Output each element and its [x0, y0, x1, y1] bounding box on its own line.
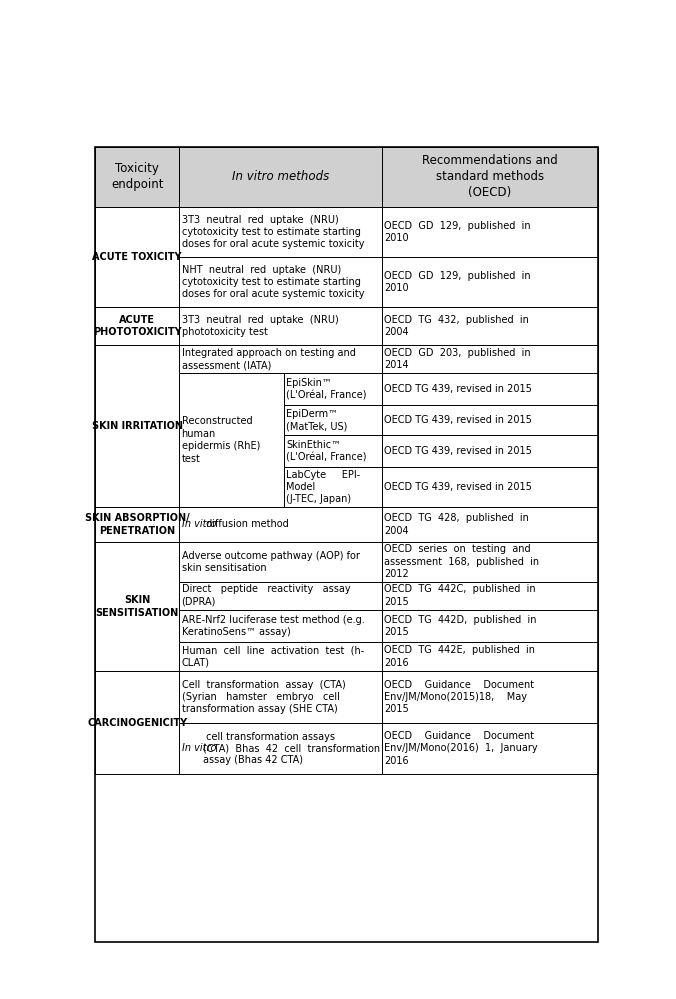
Bar: [179, 147, 382, 207]
Text: Human  cell  line  activation  test  (h-
CLAT): Human cell line activation test (h- CLAT…: [182, 645, 364, 667]
Text: In vitro methods: In vitro methods: [232, 171, 329, 184]
Bar: [95, 207, 179, 307]
Text: SKIN ABSORPTION/
PENETRATION: SKIN ABSORPTION/ PENETRATION: [85, 513, 189, 535]
Text: OECD TG 439, revised in 2015: OECD TG 439, revised in 2015: [384, 446, 532, 456]
Bar: [382, 542, 598, 581]
Bar: [382, 345, 598, 373]
Text: SkinEthic™
(L'Oréal, France): SkinEthic™ (L'Oréal, France): [286, 440, 366, 463]
Text: diffusion method: diffusion method: [203, 519, 289, 529]
Text: ACUTE TOXICITY: ACUTE TOXICITY: [93, 252, 182, 262]
Text: OECD  GD  203,  published  in
2014: OECD GD 203, published in 2014: [384, 348, 531, 371]
Text: 3T3  neutral  red  uptake  (NRU)
cytotoxicity test to estimate starting
doses fo: 3T3 neutral red uptake (NRU) cytotoxicit…: [182, 215, 364, 250]
Bar: [179, 345, 382, 373]
Bar: [284, 373, 382, 406]
Bar: [382, 722, 598, 774]
Text: OECD  TG  432,  published  in
2004: OECD TG 432, published in 2004: [384, 315, 529, 338]
Text: OECD  GD  129,  published  in
2010: OECD GD 129, published in 2010: [384, 221, 531, 243]
Bar: [95, 345, 179, 506]
Text: EpiSkin™
(L'Oréal, France): EpiSkin™ (L'Oréal, France): [286, 378, 366, 401]
Text: Recommendations and
standard methods
(OECD): Recommendations and standard methods (OE…: [422, 155, 558, 200]
Text: LabCyte     EPI-
Model
(J-TEC, Japan): LabCyte EPI- Model (J-TEC, Japan): [286, 470, 360, 504]
Bar: [382, 147, 598, 207]
Text: OECD TG 439, revised in 2015: OECD TG 439, revised in 2015: [384, 482, 532, 492]
Bar: [179, 609, 382, 642]
Bar: [382, 406, 598, 435]
Text: OECD    Guidance    Document
Env/JM/Mono(2016)  1,  January
2016: OECD Guidance Document Env/JM/Mono(2016)…: [384, 731, 538, 766]
Bar: [382, 581, 598, 609]
Bar: [382, 506, 598, 542]
Bar: [179, 506, 382, 542]
Bar: [179, 642, 382, 671]
Text: SKIN IRRITATION: SKIN IRRITATION: [92, 421, 183, 431]
Bar: [284, 468, 382, 506]
Text: SKIN
SENSITISATION: SKIN SENSITISATION: [95, 595, 179, 617]
Text: OECD  TG  428,  published  in
2004: OECD TG 428, published in 2004: [384, 513, 529, 535]
Text: In vitro: In vitro: [182, 519, 216, 529]
Bar: [179, 581, 382, 609]
Bar: [95, 307, 179, 345]
Bar: [95, 542, 179, 671]
Bar: [284, 406, 382, 435]
Bar: [382, 373, 598, 406]
Text: OECD  TG  442C,  published  in
2015: OECD TG 442C, published in 2015: [384, 584, 536, 606]
Bar: [179, 207, 382, 257]
Bar: [382, 207, 598, 257]
Text: OECD    Guidance    Document
Env/JM/Mono(2015)18,    May
2015: OECD Guidance Document Env/JM/Mono(2015)…: [384, 679, 535, 714]
Text: OECD  GD  129,  published  in
2010: OECD GD 129, published in 2010: [384, 271, 531, 293]
Text: OECD TG 439, revised in 2015: OECD TG 439, revised in 2015: [384, 385, 532, 395]
Bar: [382, 468, 598, 506]
Text: OECD  TG  442D,  published  in
2015: OECD TG 442D, published in 2015: [384, 614, 537, 637]
Bar: [284, 435, 382, 468]
Text: OECD  series  on  testing  and
assessment  168,  published  in
2012: OECD series on testing and assessment 16…: [384, 544, 539, 579]
Bar: [179, 307, 382, 345]
Bar: [382, 671, 598, 722]
Text: OECD  TG  442E,  published  in
2016: OECD TG 442E, published in 2016: [384, 645, 535, 667]
Bar: [382, 642, 598, 671]
Bar: [95, 506, 179, 542]
Text: In vitro: In vitro: [182, 743, 216, 753]
Text: NHT  neutral  red  uptake  (NRU)
cytotoxicity test to estimate starting
doses fo: NHT neutral red uptake (NRU) cytotoxicit…: [182, 265, 364, 300]
Text: Integrated approach on testing and
assessment (IATA): Integrated approach on testing and asses…: [182, 348, 356, 371]
Bar: [382, 435, 598, 468]
Text: EpiDerm™
(MatTek, US): EpiDerm™ (MatTek, US): [286, 409, 347, 432]
Bar: [179, 722, 382, 774]
Bar: [179, 542, 382, 581]
Bar: [179, 671, 382, 722]
Text: OECD TG 439, revised in 2015: OECD TG 439, revised in 2015: [384, 415, 532, 426]
Bar: [95, 671, 179, 774]
Text: Adverse outcome pathway (AOP) for
skin sensitisation: Adverse outcome pathway (AOP) for skin s…: [182, 550, 360, 573]
Bar: [382, 307, 598, 345]
Text: CARCINOGENICITY: CARCINOGENICITY: [87, 717, 187, 727]
Text: 3T3  neutral  red  uptake  (NRU)
phototoxicity test: 3T3 neutral red uptake (NRU) phototoxici…: [182, 315, 338, 338]
Text: Reconstructed
human
epidermis (RhE)
test: Reconstructed human epidermis (RhE) test: [182, 417, 260, 464]
Text: ACUTE
PHOTOTOXICITY: ACUTE PHOTOTOXICITY: [93, 315, 182, 338]
Bar: [382, 257, 598, 307]
Bar: [95, 147, 179, 207]
Text: Direct   peptide   reactivity   assay
(DPRA): Direct peptide reactivity assay (DPRA): [182, 584, 350, 606]
Bar: [382, 609, 598, 642]
Text: Cell  transformation  assay  (CTA)
(Syrian   hamster   embryo   cell
transformat: Cell transformation assay (CTA) (Syrian …: [182, 679, 345, 714]
Bar: [179, 373, 284, 506]
Text: Toxicity
endpoint: Toxicity endpoint: [111, 163, 164, 192]
Text: ARE-Nrf2 luciferase test method (e.g.
KeratinoSens™ assay): ARE-Nrf2 luciferase test method (e.g. Ke…: [182, 614, 364, 637]
Bar: [179, 257, 382, 307]
Text: cell transformation assays
(CTA)  Bhas  42  cell  transformation
assay (Bhas 42 : cell transformation assays (CTA) Bhas 42…: [203, 732, 380, 765]
